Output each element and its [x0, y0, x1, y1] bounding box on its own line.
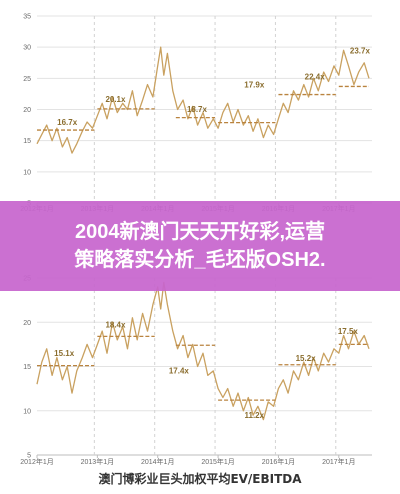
title-banner: 2004新澳门天天开好彩,运营 策略落实分析_毛坯版OSH2.: [0, 201, 400, 291]
y-tick-label: 10: [23, 169, 31, 176]
period-average-label: 17.5x: [338, 327, 359, 336]
x-tick-label: 2017年1月: [322, 457, 355, 466]
x-tick-label: 2012年1月: [20, 457, 53, 466]
period-average-label: 18.4x: [105, 321, 126, 330]
y-tick-label: 5: [27, 453, 31, 460]
period-average-label: 16.7x: [57, 118, 78, 127]
y-tick-label: 20: [23, 107, 31, 114]
y-tick-label: 15: [23, 364, 31, 371]
ev-ebitda-series-line: [36, 46, 370, 154]
y-tick-label: 15: [23, 138, 31, 145]
y-tick-label: 25: [23, 76, 31, 83]
bottom-ev-ebitda-chart: 2520151052012年1月2013年1月2014年1月2015年1月201…: [20, 276, 372, 466]
period-average-label: 11.2x: [245, 411, 265, 420]
x-tick-label: 2016年1月: [262, 457, 295, 466]
chart-caption: 澳门博彩业巨头加权平均EV/EBITDA: [98, 472, 302, 486]
period-average-label: 17.9x: [244, 81, 265, 90]
x-tick-label: 2015年1月: [201, 457, 234, 466]
period-average-label: 18.7x: [187, 105, 208, 114]
period-average-label: 15.1x: [54, 349, 75, 358]
y-tick-label: 35: [23, 14, 31, 21]
y-tick-label: 20: [23, 320, 31, 327]
period-average-label: 23.7x: [350, 46, 371, 55]
period-average-label: 15.2x: [296, 354, 317, 363]
y-tick-label: 30: [23, 45, 31, 52]
y-tick-label: 10: [23, 408, 31, 415]
banner-title-line-1: 2004新澳门天天开好彩,运营: [74, 221, 326, 243]
top-ev-ebitda-chart: 35302520151052012年1月2013年1月2014年1月2015年1…: [20, 14, 372, 213]
banner-title-line-2: 策略落实分析_毛坯版OSH2.: [74, 249, 326, 271]
ev-ebitda-series-line: [36, 281, 370, 421]
x-tick-label: 2014年1月: [141, 457, 174, 466]
period-average-label: 17.4x: [169, 367, 190, 376]
period-average-label: 22.4x: [305, 73, 326, 82]
period-average-label: 20.1x: [105, 95, 126, 104]
x-tick-label: 2013年1月: [81, 457, 114, 466]
